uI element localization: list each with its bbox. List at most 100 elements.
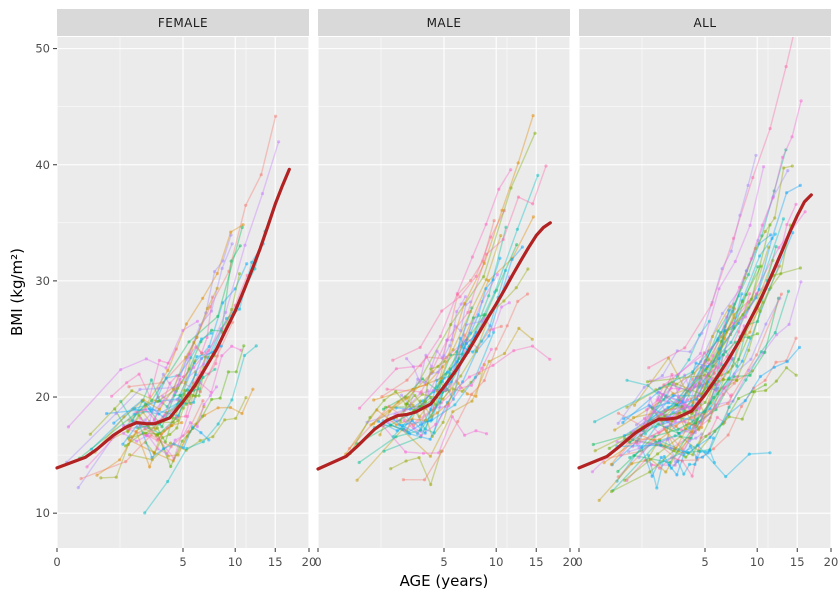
individual-point [185,434,189,438]
individual-point [725,315,729,319]
individual-point [700,455,705,459]
individual-point [732,381,737,385]
individual-point [176,419,180,423]
individual-point [143,426,147,430]
individual-point [516,299,520,303]
individual-point [163,440,167,444]
individual-point [240,225,244,229]
individual-point [456,420,460,424]
individual-point [650,474,654,478]
individual-point [654,443,658,447]
individual-point [482,379,486,383]
individual-line [145,371,197,455]
individual-point [228,405,232,410]
individual-point [170,423,174,428]
individual-point [707,432,712,436]
individual-line [382,415,487,455]
individual-point [647,366,651,370]
individual-line [144,345,257,514]
individual-point [464,323,468,327]
individual-point [526,292,530,296]
individual-point [697,428,701,432]
individual-point [712,372,716,376]
individual-point [505,324,509,328]
individual-point [658,461,662,465]
individual-point [616,421,620,425]
individual-point [593,420,597,424]
individual-point [168,381,172,385]
individual-point [708,401,712,405]
individual-point [204,311,208,315]
individual-point [704,434,708,438]
individual-point [670,380,674,384]
individual-point [658,386,662,390]
individual-point [389,467,393,471]
individual-point [515,227,520,231]
individual-point [401,478,405,482]
individual-point [768,451,772,455]
individual-line [370,115,534,426]
individual-point [758,309,762,313]
individual-point [744,269,749,273]
facet-strip [57,9,309,36]
individual-point [719,362,723,366]
individual-point [194,370,198,374]
individual-point [369,423,373,427]
individual-point [404,459,408,463]
individual-point [183,380,187,384]
individual-point [201,399,205,403]
individual-point [503,351,507,356]
individual-point [740,359,744,363]
individual-point [411,403,415,407]
individual-point [198,438,202,443]
individual-point [799,99,803,103]
individual-point [459,329,463,333]
individual-point [198,323,202,327]
individual-point [157,412,161,416]
individual-point [723,385,727,389]
individual-point [759,350,763,354]
individual-point [634,441,638,445]
individual-point [769,286,773,290]
individual-point [616,411,621,415]
individual-point [531,114,535,118]
individual-point [164,411,168,415]
individual-line [616,346,801,454]
individual-point [137,413,141,417]
individual-point [459,302,463,306]
individual-point [179,393,183,398]
individual-point [432,431,436,435]
individual-point [484,252,489,256]
individual-point [229,259,233,263]
individual-point [648,470,652,474]
individual-point [469,383,474,387]
individual-point [709,303,714,307]
individual-point [89,447,93,451]
individual-point [684,423,689,427]
individual-point [699,392,703,396]
individual-point [220,326,224,331]
individual-point [715,388,719,393]
individual-point [681,397,686,401]
individual-point [681,451,685,455]
individual-point [215,286,219,290]
individual-point [194,372,198,376]
individual-point [470,399,474,403]
individual-point [680,447,684,451]
individual-point [223,418,227,422]
individual-point [388,423,392,427]
individual-point [691,370,695,374]
individual-point [683,427,687,431]
individual-point [442,376,446,380]
individual-point [757,288,761,292]
individual-point [244,203,248,207]
individual-point [729,249,733,253]
individual-point [444,356,448,360]
individual-point [732,372,736,376]
individual-point [758,254,762,258]
individual-point [616,469,620,474]
individual-line [358,307,473,464]
individual-point [632,453,636,458]
individual-point [487,359,491,363]
individual-point [708,435,712,439]
